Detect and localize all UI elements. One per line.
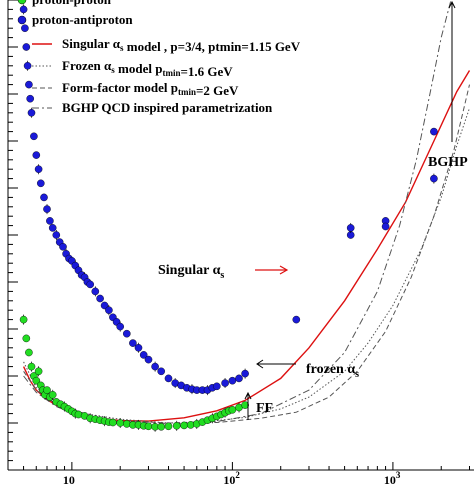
x-tick-label: 103	[384, 470, 401, 484]
proton-antiproton-point	[34, 165, 43, 173]
legend-item-5: Form-factor model ptmin=2 GeV	[32, 80, 239, 98]
proton-antiproton-point	[46, 217, 54, 225]
proton-antiproton-point	[23, 62, 32, 70]
legend-label: BGHP QCD inspired parametrization	[62, 100, 273, 115]
proton-proton-point	[228, 405, 237, 414]
x-tick-labels: 10 102 103	[63, 470, 401, 484]
legend-item-6: BGHP QCD inspired parametrization	[32, 100, 273, 115]
proton-proton-point	[48, 390, 57, 399]
annotation-singular: Singular αs	[158, 263, 224, 281]
proton-antiproton-point	[19, 5, 28, 14]
legend-item-2: proton-antiproton	[17, 12, 133, 27]
proton-antiproton-point	[37, 179, 45, 188]
proton-antiproton-point	[134, 343, 143, 352]
proton-proton-point	[32, 376, 41, 385]
proton-antiproton-point	[52, 231, 61, 239]
proton-proton-point	[144, 422, 153, 431]
frozen-arrow-head	[256, 359, 264, 369]
proton-antiproton-point	[221, 379, 229, 387]
ff-arrow-head	[244, 391, 252, 400]
x-tick-label: 10	[63, 473, 75, 484]
proton-antiproton-point	[100, 301, 109, 310]
proton-antiproton-point	[346, 224, 355, 232]
proton-proton-point	[116, 419, 124, 427]
proton-antiproton-point	[48, 224, 57, 232]
proton-antiproton-point	[212, 382, 221, 391]
proton-antiproton-point	[86, 280, 94, 289]
proton-proton-point	[43, 386, 51, 394]
legend-label: Singular αs model , p=3/4, ptmin=1.15 Ge…	[62, 36, 301, 54]
proton-antiproton-point	[381, 222, 390, 231]
x-ticks	[7, 462, 471, 470]
annotations: BGHP Singular αs frozen αs FF	[158, 0, 468, 420]
legend-item-1: proton-proton	[17, 0, 112, 7]
singular-arrow-head	[279, 265, 289, 275]
proton-antiproton-point	[40, 193, 48, 202]
proton-antiproton-point	[235, 374, 243, 383]
legend-label: Frozen αs model ptmin=1.6 GeV	[62, 58, 233, 79]
proton-antiproton-point	[91, 287, 100, 296]
curve-form-factor-model-ptmin-	[23, 84, 470, 424]
legend-label: proton-proton	[32, 0, 112, 7]
legend: proton-proton proton-antiproton Singular α…	[17, 0, 301, 115]
proton-antiproton-point	[430, 127, 438, 136]
proton-antiproton-point	[26, 94, 35, 103]
proton-proton-point	[19, 315, 28, 324]
proton-proton-point	[180, 421, 188, 430]
legend-marker	[17, 0, 27, 5]
axes: 10 102 103	[7, 0, 474, 484]
proton-antiproton-point	[30, 132, 38, 141]
proton-antiproton-point	[151, 362, 159, 371]
proton-antiproton-point	[123, 329, 131, 338]
proton-proton-point	[241, 401, 249, 409]
proton-antiproton-point	[105, 306, 113, 315]
annotation-bghp: BGHP	[428, 155, 468, 170]
legend-label: proton-antiproton	[32, 12, 133, 27]
x-tick-label: 102	[223, 470, 240, 484]
legend-item-3: Singular αs model , p=3/4, ptmin=1.15 Ge…	[32, 36, 301, 54]
proton-antiproton-point	[59, 242, 67, 251]
proton-antiproton-point	[25, 80, 33, 89]
proton-proton-point	[109, 418, 117, 427]
proton-antiproton-point	[430, 174, 438, 183]
proton-proton-point	[34, 367, 43, 376]
proton-antiproton-point	[292, 315, 301, 324]
proton-antiproton-point	[43, 205, 51, 213]
bghp-arrow-head	[448, 0, 456, 9]
proton-proton-point	[157, 422, 165, 431]
legend-item-4: Frozen αs model ptmin=1.6 GeV	[32, 58, 233, 79]
proton-proton-point	[27, 362, 36, 371]
proton-antiproton-point	[164, 374, 173, 383]
annotation-frozen: frozen αs	[306, 362, 359, 380]
data-points	[19, 4, 438, 432]
proton-antiproton-point	[129, 339, 137, 347]
proton-antiproton-point	[144, 355, 153, 364]
proton-antiproton-point	[27, 109, 36, 117]
curve-singular-s-model-p-3-4-p	[22, 70, 471, 422]
annotation-ff: FF	[256, 401, 273, 416]
legend-label: Form-factor model ptmin=2 GeV	[62, 80, 239, 98]
proton-antiproton-point	[96, 294, 104, 303]
proton-proton-point	[22, 334, 31, 343]
proton-antiproton-point	[157, 367, 165, 376]
proton-antiproton-point	[116, 322, 124, 331]
legend-marker	[17, 15, 27, 25]
proton-antiproton-point	[22, 43, 31, 51]
y-ticks	[8, 0, 18, 471]
proton-antiproton-point	[32, 151, 41, 159]
proton-antiproton-point	[241, 369, 249, 378]
proton-proton-point	[172, 421, 181, 430]
proton-proton-point	[164, 422, 173, 431]
proton-antiproton-point	[139, 351, 148, 359]
proton-proton-point	[25, 348, 33, 357]
proton-antiproton-point	[21, 24, 29, 33]
proton-antiproton-point	[228, 376, 237, 385]
